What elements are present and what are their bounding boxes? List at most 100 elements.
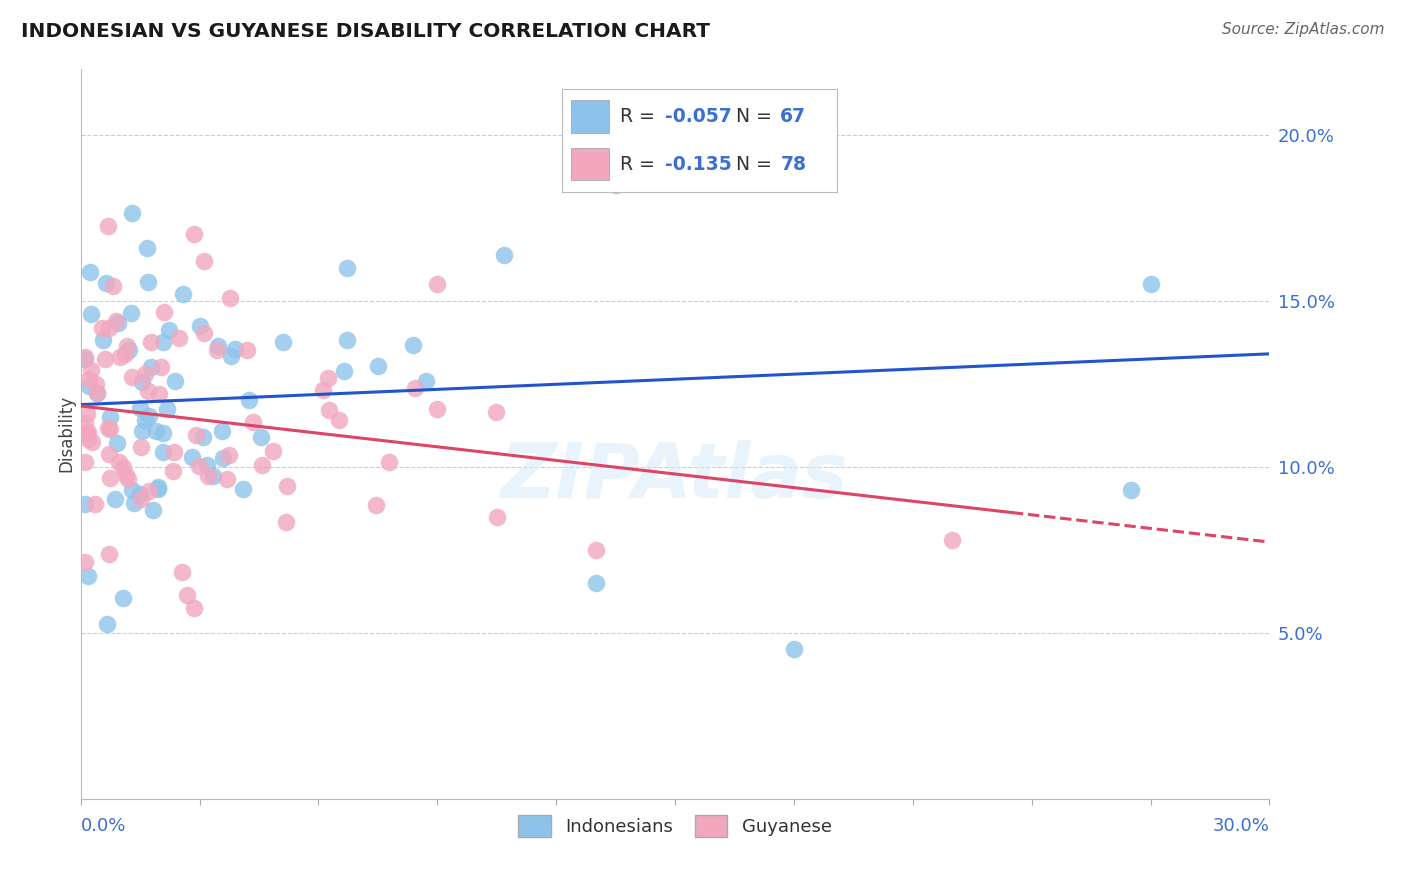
Point: [136, 384, 159, 399]
Point: [219, 349, 242, 363]
Point: [96, 277, 118, 291]
Point: [96, 617, 118, 632]
Point: [139, 360, 162, 375]
Point: [90, 321, 112, 335]
Point: [176, 589, 198, 603]
Point: [77, 379, 100, 393]
Point: [77, 371, 100, 385]
Point: [97, 421, 120, 435]
Point: [271, 334, 294, 349]
Point: [165, 374, 187, 388]
Point: [163, 444, 186, 458]
Point: [318, 403, 340, 417]
Point: [193, 326, 215, 341]
Point: [367, 359, 389, 373]
Point: [193, 430, 215, 444]
Point: [172, 286, 194, 301]
Point: [153, 305, 176, 319]
Point: [76, 407, 98, 421]
Point: [494, 248, 516, 262]
Point: [336, 333, 359, 347]
Point: [121, 483, 143, 497]
Point: [316, 371, 339, 385]
Legend: Indonesians, Guyanese: Indonesians, Guyanese: [512, 808, 839, 845]
Point: [211, 424, 233, 438]
Point: [76, 425, 98, 440]
Point: [167, 331, 190, 345]
Point: [941, 533, 963, 547]
Point: [129, 401, 152, 416]
Point: [73, 426, 96, 441]
Point: [426, 277, 449, 292]
Point: [97, 320, 120, 334]
Point: [152, 445, 174, 459]
Text: Source: ZipAtlas.com: Source: ZipAtlas.com: [1222, 22, 1385, 37]
Point: [485, 509, 508, 524]
Point: [118, 343, 141, 358]
Point: [605, 178, 627, 192]
Point: [146, 482, 169, 496]
Point: [128, 486, 150, 500]
Point: [218, 291, 240, 305]
Point: [274, 515, 297, 529]
Point: [207, 339, 229, 353]
Point: [136, 241, 159, 255]
Point: [250, 458, 273, 472]
Point: [378, 455, 401, 469]
Text: 0.0%: 0.0%: [80, 817, 127, 835]
Point: [117, 472, 139, 486]
Point: [101, 278, 124, 293]
Point: [145, 424, 167, 438]
Point: [195, 458, 218, 473]
Point: [111, 591, 134, 605]
Point: [121, 206, 143, 220]
Point: [485, 405, 508, 419]
Point: [238, 392, 260, 407]
Point: [120, 306, 142, 320]
Point: [201, 469, 224, 483]
Text: ZIPAtlas: ZIPAtlas: [502, 441, 849, 515]
Point: [98, 471, 121, 485]
Point: [783, 642, 806, 657]
Point: [205, 343, 228, 357]
Point: [97, 448, 120, 462]
Point: [112, 459, 135, 474]
Point: [232, 483, 254, 497]
Point: [73, 351, 96, 366]
Point: [97, 547, 120, 561]
Point: [172, 566, 194, 580]
Point: [73, 350, 96, 364]
Point: [187, 459, 209, 474]
Point: [104, 314, 127, 328]
Text: N =: N =: [737, 107, 779, 127]
Point: [121, 369, 143, 384]
Point: [131, 375, 153, 389]
Point: [250, 430, 273, 444]
Point: [115, 339, 138, 353]
Point: [332, 364, 354, 378]
Point: [76, 425, 98, 439]
Text: -0.135: -0.135: [665, 154, 733, 174]
Point: [152, 426, 174, 441]
Text: 30.0%: 30.0%: [1212, 817, 1270, 835]
Point: [155, 402, 177, 417]
Point: [276, 479, 298, 493]
Point: [77, 432, 100, 446]
Point: [131, 424, 153, 438]
Point: [84, 497, 107, 511]
Point: [585, 542, 607, 557]
Point: [107, 316, 129, 330]
Point: [104, 492, 127, 507]
Point: [86, 385, 108, 400]
Point: [142, 502, 165, 516]
Point: [184, 427, 207, 442]
Point: [426, 401, 449, 416]
Point: [1139, 277, 1161, 292]
Point: [148, 387, 170, 401]
Point: [183, 600, 205, 615]
Point: [217, 472, 239, 486]
Text: R =: R =: [620, 107, 661, 127]
Point: [336, 260, 359, 275]
Point: [146, 480, 169, 494]
Point: [404, 381, 426, 395]
